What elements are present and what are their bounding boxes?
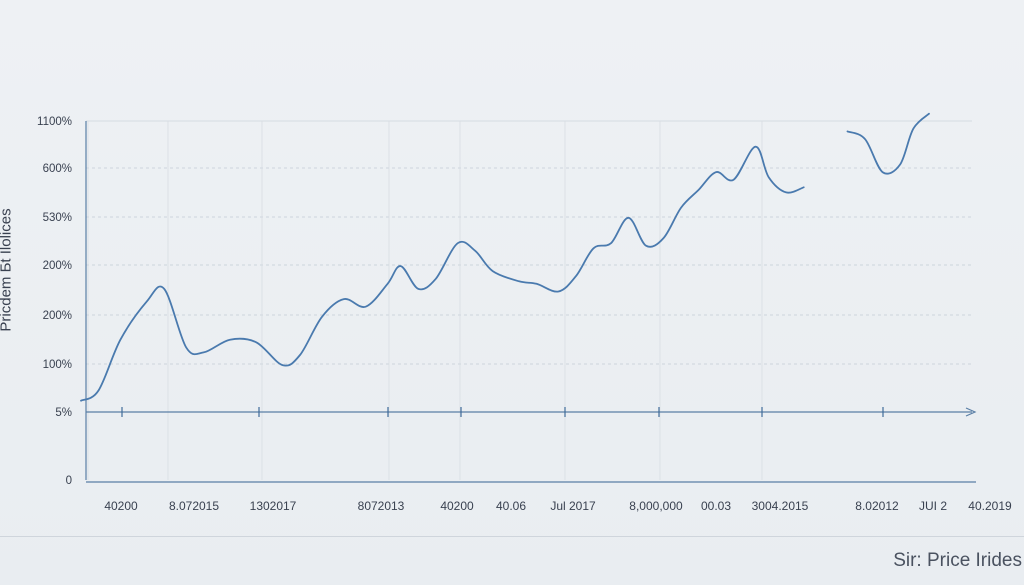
y-tick-label: 200% [43,260,72,272]
x-tick-label: 8,000,000 [629,499,683,513]
y-tick-label: 0 [66,475,72,487]
x-tick-label: 40.06 [496,499,526,513]
series-lines [80,112,930,402]
y-tick-labels: 1100% 600% 530% 200% 200% 100% 5% 0 [37,116,72,487]
y-tick-label: 100% [43,359,72,371]
series-line-2 [846,112,930,175]
x-tick-label: 3004.2015 [752,499,809,513]
baseline-arrowhead [965,407,977,417]
vertical-gridlines [87,121,763,480]
horizontal-gridlines [86,120,972,365]
y-axis-label: Pricdem Бt Ilolices [0,208,15,332]
x-tick-labels: 40200 8.072015 1302017 8072013 40200 40.06 Jul… [104,499,1012,513]
baseline-tick-marks [121,407,884,417]
chart-caption: Sir: Price Irides [893,550,1022,571]
x-tick-label: 8072013 [358,499,405,513]
y-tick-label: 530% [43,212,72,224]
y-tick-label: 5% [55,407,72,419]
x-tick-label: JUI 2 [919,499,947,513]
y-tick-label: 600% [43,163,72,175]
x-tick-label: 00.03 [701,499,731,513]
x-tick-label: 1302017 [250,499,297,513]
x-tick-label: 8.072015 [169,499,219,513]
x-tick-label: 40200 [440,499,474,513]
x-tick-label: 40.2019 [968,499,1012,513]
series-line-1 [80,145,805,402]
x-tick-label: 40200 [104,499,138,513]
y-tick-label: 1100% [37,116,72,128]
footer-divider [0,536,1024,537]
y-tick-label: 200% [43,310,72,322]
x-tick-label: Jul 2017 [550,499,596,513]
x-tick-label: 8.02012 [855,499,899,513]
